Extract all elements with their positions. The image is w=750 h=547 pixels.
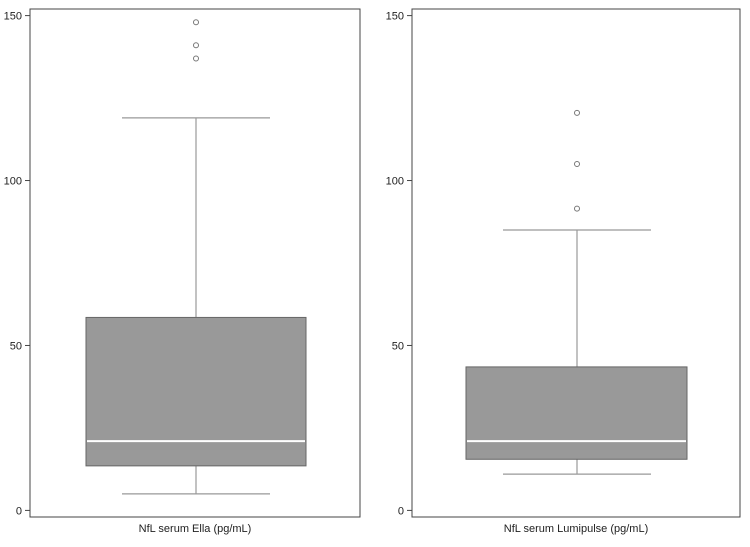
- y-tick-label-150: 150: [4, 11, 22, 23]
- outlier-point-1: [193, 55, 199, 62]
- x-axis-label: NfL serum Ella (pg/mL): [139, 523, 252, 535]
- y-tick-label-100: 100: [4, 176, 22, 188]
- x-axis-label: NfL serum Lumipulse (pg/mL): [504, 523, 648, 535]
- boxplot-panel-2: 0 50 100 150 NfL serum Lumipulse (pg/mL): [386, 8, 741, 535]
- outlier-point-2: [574, 161, 580, 168]
- outlier-point-2: [193, 42, 199, 49]
- y-tick-label-150: 150: [386, 11, 404, 23]
- iqr-box: [465, 366, 688, 460]
- outlier-point-3: [193, 19, 199, 26]
- y-tick-label-100: 100: [386, 176, 404, 188]
- outlier-point-3: [574, 109, 580, 116]
- y-tick-label-50: 50: [10, 340, 22, 352]
- boxplot-panel-1: 0 50 100 150 NfL serum Ella (pg/mL): [4, 8, 361, 535]
- y-tick-label-0: 0: [398, 505, 404, 517]
- y-tick-label-0: 0: [16, 505, 22, 517]
- outlier-point-1: [574, 205, 580, 212]
- iqr-box: [85, 316, 307, 467]
- y-tick-label-50: 50: [392, 340, 404, 352]
